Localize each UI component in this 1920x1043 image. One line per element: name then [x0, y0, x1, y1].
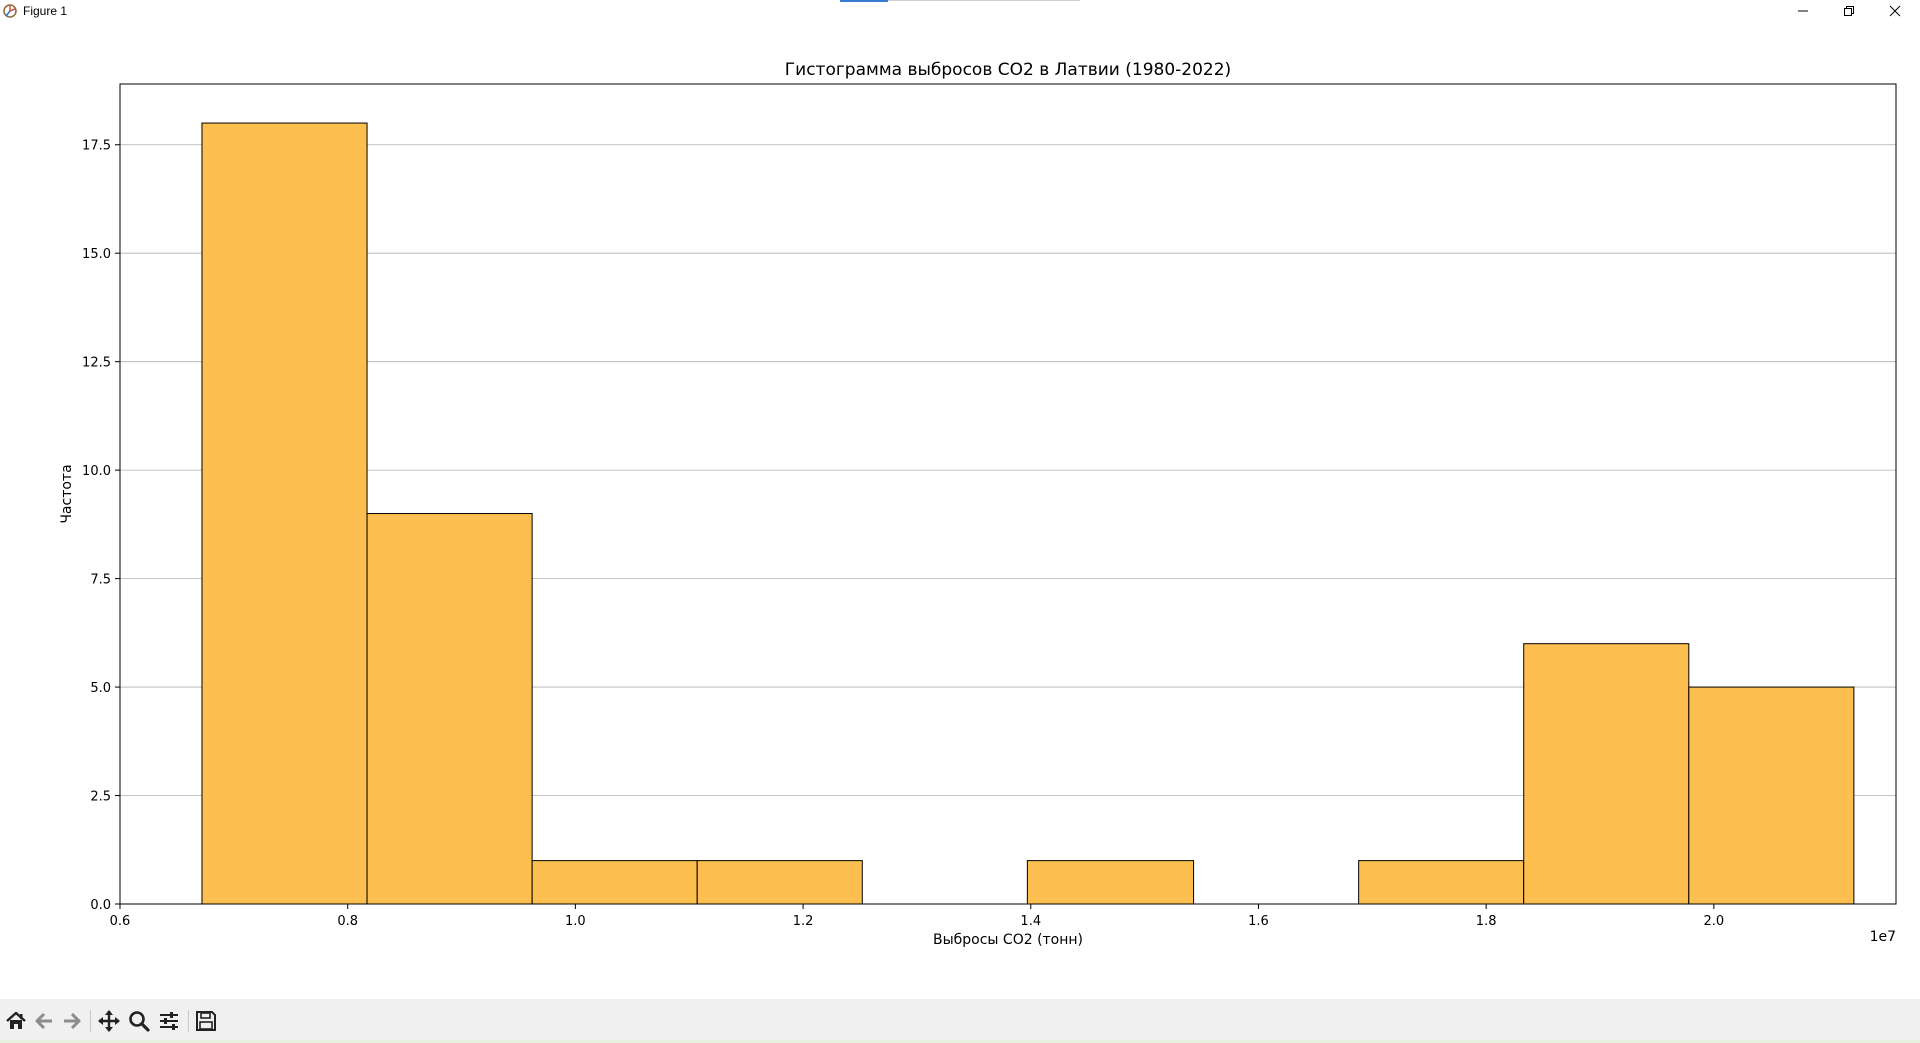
histogram-bar — [531, 860, 698, 905]
histogram-chart: 0.6 0.8 1.0 1.2 1.4 1.6 1.8 2.0 0.0 2.5 5.0 7.5 10.… — [59, 60, 1897, 948]
x-tick-label: 2.0 — [1704, 914, 1725, 929]
x-ticks: 0.6 0.8 1.0 1.2 1.4 1.6 1.8 2.0 — [110, 904, 1725, 929]
forward-button[interactable] — [59, 1008, 85, 1034]
x-tick-label: 1.6 — [1248, 914, 1269, 929]
x-axis-label: Выбросы CO2 (тонн) — [933, 932, 1083, 948]
back-button[interactable] — [31, 1008, 57, 1034]
status-strip — [0, 1040, 1920, 1043]
toolbar-separator — [90, 1010, 91, 1032]
window-title: Figure 1 — [23, 4, 68, 18]
navigation-toolbar — [0, 999, 1920, 1043]
bars-layer — [201, 122, 1855, 905]
zoom-button[interactable] — [126, 1008, 152, 1034]
histogram-bar — [1358, 860, 1525, 905]
pan-button[interactable] — [96, 1008, 122, 1034]
y-tick-label: 5.0 — [90, 681, 111, 696]
home-button[interactable] — [3, 1008, 29, 1034]
y-tick-label: 2.5 — [90, 790, 111, 805]
y-tick-label: 15.0 — [82, 247, 111, 262]
minimize-icon — [1798, 10, 1808, 12]
save-button[interactable] — [193, 1008, 219, 1034]
x-tick-label: 1.8 — [1476, 914, 1497, 929]
y-ticks: 0.0 2.5 5.0 7.5 10.0 12.5 15.0 17.5 — [82, 139, 120, 913]
y-tick-label: 7.5 — [90, 573, 111, 588]
histogram-bar — [201, 122, 368, 905]
x-tick-label: 1.0 — [565, 914, 586, 929]
close-button[interactable] — [1872, 0, 1918, 22]
title-divider-strip — [888, 0, 1080, 1]
figure-canvas[interactable]: 0.6 0.8 1.0 1.2 1.4 1.6 1.8 2.0 0.0 2.5 5.0 7.5 10.… — [0, 24, 1920, 999]
restore-button[interactable] — [1826, 0, 1872, 22]
histogram-bar — [696, 860, 863, 905]
x-tick-label: 1.4 — [1020, 914, 1041, 929]
search-icon — [129, 1011, 150, 1032]
chart-title: Гистограмма выбросов CO2 в Латвии (1980-… — [785, 60, 1231, 80]
x-tick-label: 1.2 — [793, 914, 814, 929]
histogram-bar — [1523, 643, 1690, 905]
toolbar-separator — [188, 1010, 189, 1032]
sliders-icon — [160, 1012, 178, 1030]
title-accent-strip — [840, 0, 888, 2]
arrow-right-icon — [64, 1012, 81, 1030]
title-bar: Figure 1 — [0, 0, 1920, 24]
histogram-bar — [1026, 860, 1195, 905]
y-tick-label: 10.0 — [82, 464, 111, 479]
y-tick-label: 12.5 — [82, 356, 111, 371]
arrow-left-icon — [35, 1012, 52, 1030]
close-icon — [1889, 5, 1901, 17]
y-tick-label: 0.0 — [90, 898, 111, 913]
minimize-button[interactable] — [1780, 0, 1826, 22]
save-icon — [196, 1011, 216, 1031]
histogram-bar — [1688, 686, 1855, 905]
app-icon — [2, 3, 18, 19]
x-tick-label: 0.8 — [337, 914, 358, 929]
y-axis-label: Частота — [59, 464, 75, 523]
home-icon — [6, 1011, 26, 1029]
histogram-bar — [366, 513, 533, 905]
y-tick-label: 17.5 — [82, 139, 111, 154]
move-icon — [98, 1010, 120, 1032]
restore-icon — [1844, 6, 1854, 16]
configure-subplots-button[interactable] — [156, 1008, 182, 1034]
axes-frame — [119, 83, 1897, 905]
x-axis-offset-label: 1e7 — [1870, 929, 1896, 945]
x-tick-label: 0.6 — [110, 914, 131, 929]
